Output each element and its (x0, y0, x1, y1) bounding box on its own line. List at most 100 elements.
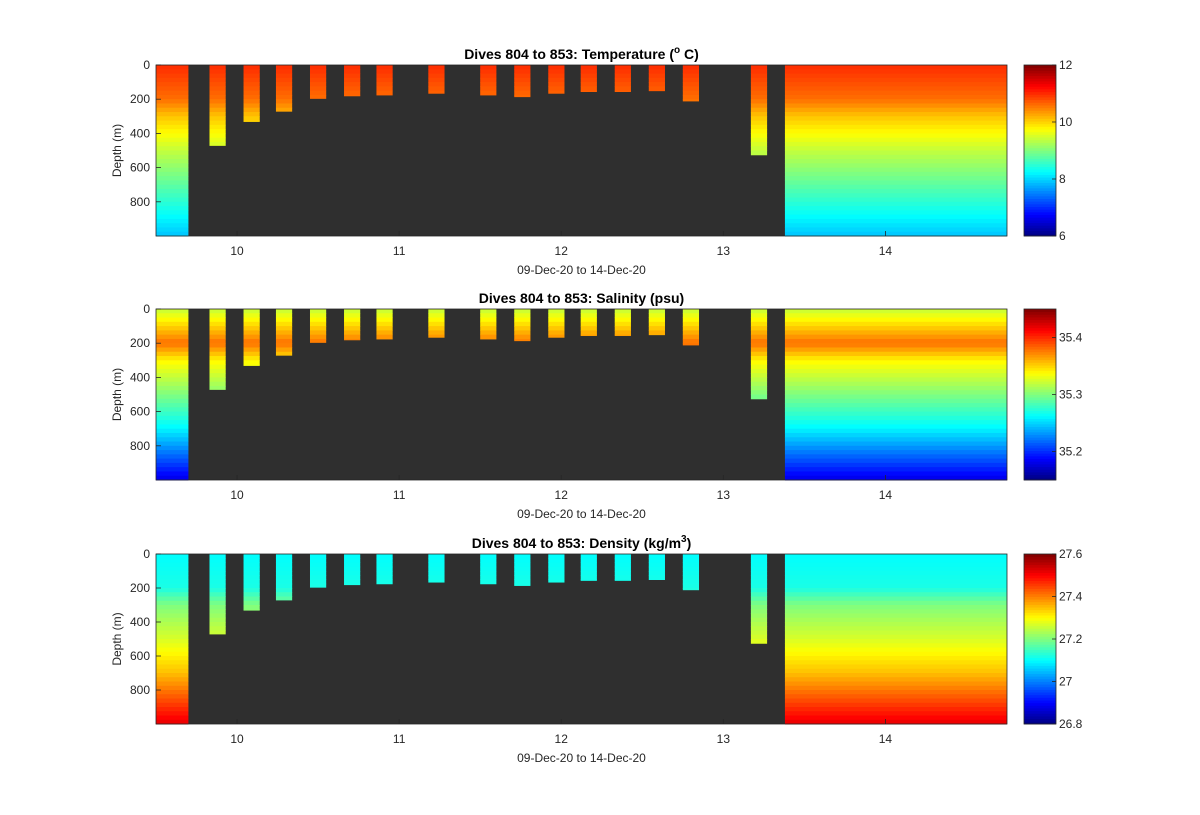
data-cell (548, 82, 565, 87)
data-cell (648, 86, 665, 92)
data-cell (275, 313, 293, 319)
data-cell (784, 441, 1007, 447)
data-cell (614, 330, 631, 336)
dive-column (209, 554, 226, 635)
data-cell (750, 347, 768, 353)
data-cell (156, 313, 189, 319)
colorbar-cell (1024, 708, 1056, 712)
colorbar-cell (1024, 107, 1056, 111)
data-cell (784, 373, 1007, 378)
data-cell (376, 330, 393, 336)
data-cell (209, 617, 226, 623)
data-cell (344, 326, 361, 331)
colorbar-cell (1024, 418, 1056, 422)
data-cell (156, 317, 189, 323)
colorbar-cell (1024, 612, 1056, 616)
data-cell (750, 356, 768, 361)
data-cell (784, 201, 1007, 207)
dive-column (309, 554, 327, 588)
chart-panel-3: 0 200 400 600 800 10 11 12 13 14 Dives 804 to 853:… (110, 534, 1083, 765)
x-tick-label: 11 (393, 732, 406, 746)
data-cell (682, 326, 700, 331)
data-cell (428, 330, 445, 336)
data-cell (784, 467, 1007, 472)
data-cell (209, 558, 226, 563)
data-cell (784, 609, 1007, 614)
colorbar-cell (1024, 222, 1056, 226)
data-cell (784, 445, 1007, 451)
data-cell (784, 668, 1007, 674)
data-cell (784, 69, 1007, 75)
colorbar-cell (1024, 684, 1056, 688)
colorbar-cell (1024, 665, 1056, 669)
colorbar-cell (1024, 583, 1056, 587)
data-cell (580, 326, 597, 331)
x-tick-label: 11 (393, 244, 406, 258)
data-cell (784, 613, 1007, 619)
x-tick-label: 13 (717, 488, 731, 502)
colorbar-cell (1024, 325, 1056, 329)
data-cell (784, 338, 1007, 344)
data-cell (209, 334, 226, 340)
x-tick-label: 10 (230, 244, 244, 258)
data-cell (648, 558, 665, 563)
data-cell (309, 90, 327, 96)
data-cell (614, 579, 631, 581)
data-cell (156, 146, 189, 151)
colorbar-cell (1024, 599, 1056, 603)
colorbar-cell (1024, 86, 1056, 90)
data-cell (156, 462, 189, 468)
y-tick-label: 600 (130, 405, 150, 419)
colorbar-cell (1024, 713, 1056, 717)
data-cell (156, 141, 189, 147)
data-cell (156, 330, 189, 336)
colorbar-cell (1024, 471, 1056, 476)
y-tick-label: 400 (130, 370, 150, 384)
data-cell (309, 77, 327, 83)
dive-column (480, 554, 497, 585)
data-cell (209, 571, 226, 576)
data-cell (156, 575, 189, 580)
data-cell (480, 313, 497, 319)
data-cell (580, 562, 597, 568)
colorbar-cell (1024, 227, 1056, 232)
data-cell (784, 639, 1007, 644)
data-cell (344, 338, 361, 341)
x-tick-label: 14 (879, 244, 893, 258)
data-cell (548, 579, 565, 583)
data-cell (209, 347, 226, 353)
data-cell (376, 558, 393, 563)
data-cell (784, 575, 1007, 580)
data-cell (275, 107, 293, 112)
data-cell (309, 575, 327, 580)
data-cell (614, 575, 631, 580)
data-cell (750, 94, 768, 100)
colorbar-cell (1024, 607, 1056, 611)
data-cell (784, 647, 1007, 653)
data-cell (750, 69, 768, 75)
colorbar-cell (1024, 225, 1056, 229)
data-cell (275, 317, 293, 323)
data-cell (784, 347, 1007, 353)
data-cell (344, 321, 361, 327)
dive-column (428, 554, 445, 583)
data-cell (156, 390, 189, 395)
colorbar-cell (1024, 209, 1056, 213)
data-cell (209, 351, 226, 357)
data-cell (156, 124, 189, 130)
data-cell (275, 90, 293, 96)
data-cell (156, 206, 189, 211)
data-cell (156, 651, 189, 657)
data-cell (428, 321, 445, 327)
colorbar-cell (1024, 83, 1056, 87)
data-cell (784, 343, 1007, 348)
data-cell (682, 571, 700, 576)
data-cell (156, 719, 189, 725)
data-cell (156, 681, 189, 687)
colorbar-box (1023, 64, 1057, 237)
x-tick-label: 12 (555, 732, 569, 746)
data-cell (309, 583, 327, 588)
data-cell (514, 86, 531, 92)
data-cell (784, 356, 1007, 361)
data-cell (784, 398, 1007, 404)
